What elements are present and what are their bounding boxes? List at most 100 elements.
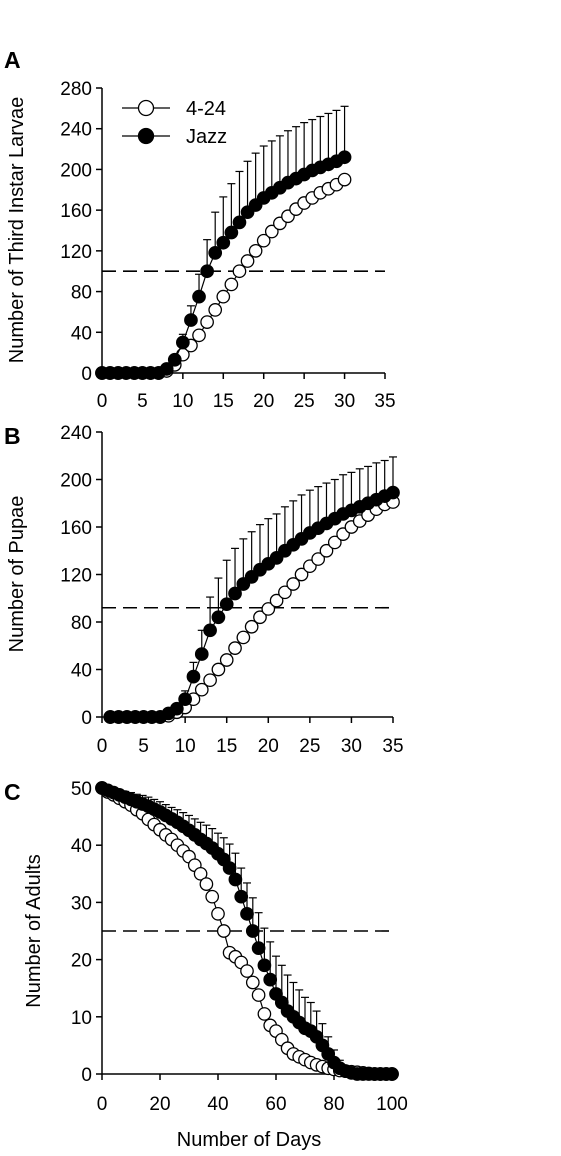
data-point [184,313,198,327]
x-tick-label: 35 [374,391,395,412]
data-point [211,662,226,677]
y-tick-label: 40 [71,836,92,857]
x-tick-label: 10 [175,736,196,757]
data-point [222,861,237,875]
data-point [251,988,266,1002]
data-point [240,254,255,268]
series-jazz [103,456,400,724]
data-point [208,303,223,317]
data-point [240,906,254,921]
data-point [208,246,223,260]
data-point [269,593,284,608]
y-tick-label: 200 [60,471,92,492]
y-tick-label: 30 [71,893,92,914]
data-point [219,597,234,612]
x-tick-label: 0 [97,736,108,757]
y-tick-label: 0 [81,364,92,385]
data-point [203,623,217,638]
data-point [311,552,326,566]
x-tick-label: 5 [138,736,149,757]
data-point [327,535,342,550]
data-point [386,485,400,500]
data-point [261,602,276,616]
data-point [264,224,279,239]
y-axis-label: Number of Pupae [6,496,28,653]
x-tick-label: 0 [97,1094,108,1115]
data-point [194,647,209,661]
y-tick-label: 50 [71,779,92,800]
legend-label: 4-24 [186,98,226,120]
data-point [216,924,231,938]
data-point [205,889,220,904]
data-point [216,289,231,304]
data-point [169,701,184,716]
y-tick-label: 120 [60,242,92,263]
data-point [199,877,214,891]
series-4-24 [103,495,400,724]
x-tick-label: 60 [265,1094,286,1115]
y-tick-label: 120 [60,566,92,587]
data-point [228,586,242,601]
data-point [203,673,217,688]
x-tick-label: 0 [97,391,108,412]
data-point [211,610,226,625]
data-point [167,352,182,367]
data-point [219,653,234,667]
data-point [224,277,239,292]
data-point [248,244,263,258]
data-point [253,610,267,625]
data-point [232,264,247,279]
data-point [256,233,271,248]
data-point [236,630,251,645]
x-tick-label: 20 [149,1094,170,1115]
y-tick-label: 240 [60,120,92,141]
data-point [186,669,201,684]
data-point [200,264,214,279]
y-tick-label: 240 [60,423,92,444]
series-jazz [95,105,352,380]
x-tick-label: 30 [341,736,362,757]
data-point [192,328,206,343]
x-tick-label: 100 [376,1094,408,1115]
y-tick-label: 10 [71,1008,92,1029]
x-tick-label: 10 [172,391,193,412]
data-point [234,889,249,904]
data-point [176,335,190,350]
x-tick-label: 30 [334,391,355,412]
chart-panel-b: B 0 40 80 120 160 200 240 0 5 10 15 20 25 30 35 Number o… [4,423,404,757]
data-point [200,315,214,329]
series-jazz [95,781,399,1081]
y-axis-label: Number of Third Instar Larvae [6,97,28,363]
data-point [245,975,260,990]
legend-marker [137,99,155,117]
legend-marker [137,127,155,145]
panel-label: C [4,779,21,805]
data-point [193,866,208,881]
data-point [245,924,260,938]
x-tick-label: 20 [258,736,279,757]
data-point [385,1067,399,1081]
y-tick-label: 80 [71,283,92,304]
x-tick-label: 5 [137,391,148,412]
x-tick-label: 15 [216,736,237,757]
y-tick-label: 0 [81,1065,92,1086]
chart-panel-a: A 0 40 80 120 160 200 240 280 0 5 10 15 20 25 30 35 Numbe… [4,47,396,412]
data-point [211,906,225,921]
data-point [244,619,259,634]
x-tick-label: 25 [299,736,320,757]
y-tick-label: 200 [60,160,92,181]
x-axis-label: Number of Days [177,1129,322,1151]
x-tick-label: 15 [213,391,234,412]
legend-label: Jazz [186,126,227,148]
x-tick-label: 80 [323,1094,344,1115]
y-tick-label: 160 [60,201,92,222]
legend: 4-24 Jazz [122,98,227,148]
data-point [194,682,209,697]
data-point [337,172,352,187]
data-point [278,585,292,600]
panel-label: B [4,423,21,449]
y-tick-label: 40 [71,323,92,344]
data-point [228,641,242,655]
data-point [319,543,334,558]
